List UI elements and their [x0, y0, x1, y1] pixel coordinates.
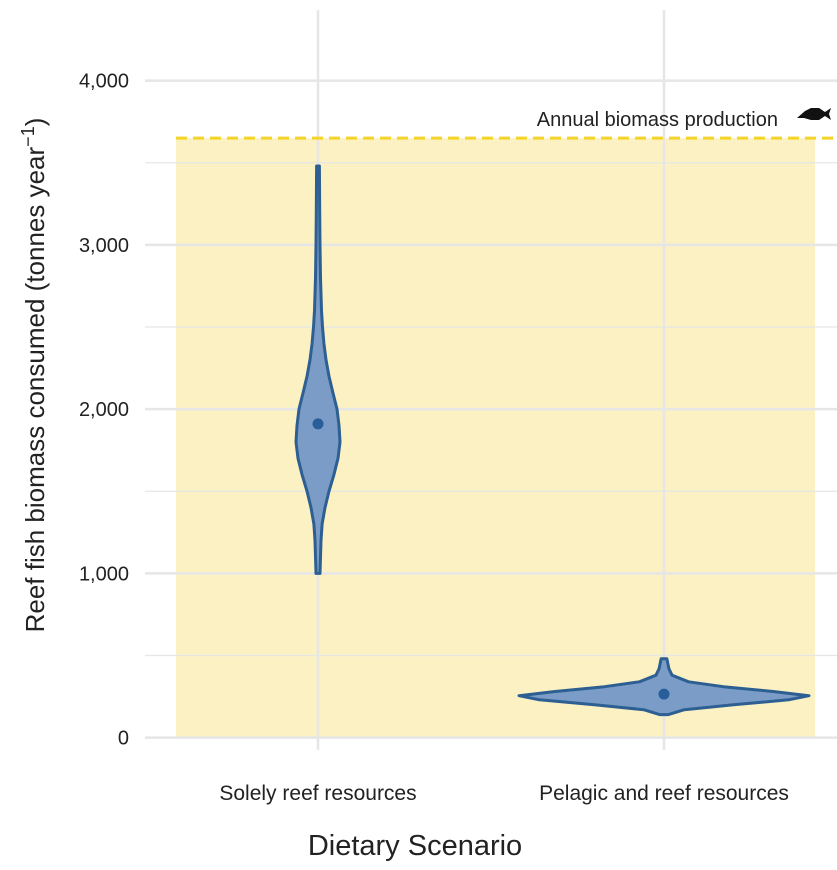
median-point [658, 688, 670, 700]
x-axis-title: Dietary Scenario [308, 830, 522, 862]
y-axis-title: Reef fish biomass consumed (tonnes year−… [18, 118, 50, 633]
fish-icon [797, 108, 831, 120]
y-tick-label: 3,000 [79, 235, 129, 257]
production-area [176, 138, 815, 738]
violin [517, 657, 811, 717]
y-tick-label: 2,000 [79, 399, 129, 421]
violin [294, 164, 342, 575]
y-tick-label: 0 [118, 728, 129, 750]
x-tick-label: Pelagic and reef resources [539, 782, 789, 805]
y-tick-label: 4,000 [79, 71, 129, 93]
y-title-end: ) [20, 118, 50, 127]
plot: 0 1,000 2,000 3,000 4,000 Annual biomass prod… [79, 10, 837, 805]
y-tick-label: 1,000 [79, 563, 129, 585]
x-tick-label: Solely reef resources [219, 782, 416, 805]
annotation: Annual biomass production [537, 109, 778, 131]
y-title-text: Reef fish biomass consumed (tonnes year [20, 146, 50, 632]
y-title-sup: −1 [18, 126, 38, 147]
median-point [312, 418, 324, 430]
